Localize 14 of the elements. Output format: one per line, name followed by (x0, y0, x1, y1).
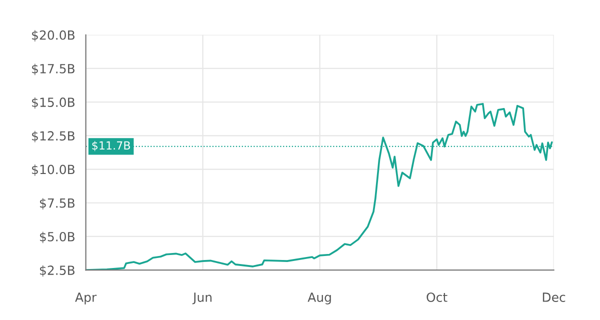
y-tick-label: $7.5B (40, 198, 74, 210)
x-tick-label: Aug (308, 292, 331, 304)
x-tick-label: Apr (75, 292, 97, 304)
y-tick-label: $2.5B (40, 265, 74, 277)
y-tick-label: $20.0B (32, 30, 74, 42)
y-tick-label: $10.0B (32, 164, 74, 176)
y-tick-label: $15.0B (32, 97, 74, 109)
y-tick-label: $12.5B (32, 130, 74, 142)
y-tick-label: $5.0B (40, 232, 74, 244)
x-tick-label: Jun (192, 292, 212, 304)
x-tick-label: Dec (542, 292, 566, 302)
x-tick-label: Oct (426, 292, 448, 302)
y-tick-label: $17.5B (32, 64, 74, 76)
ref-line-label: $11.7B (92, 141, 130, 152)
